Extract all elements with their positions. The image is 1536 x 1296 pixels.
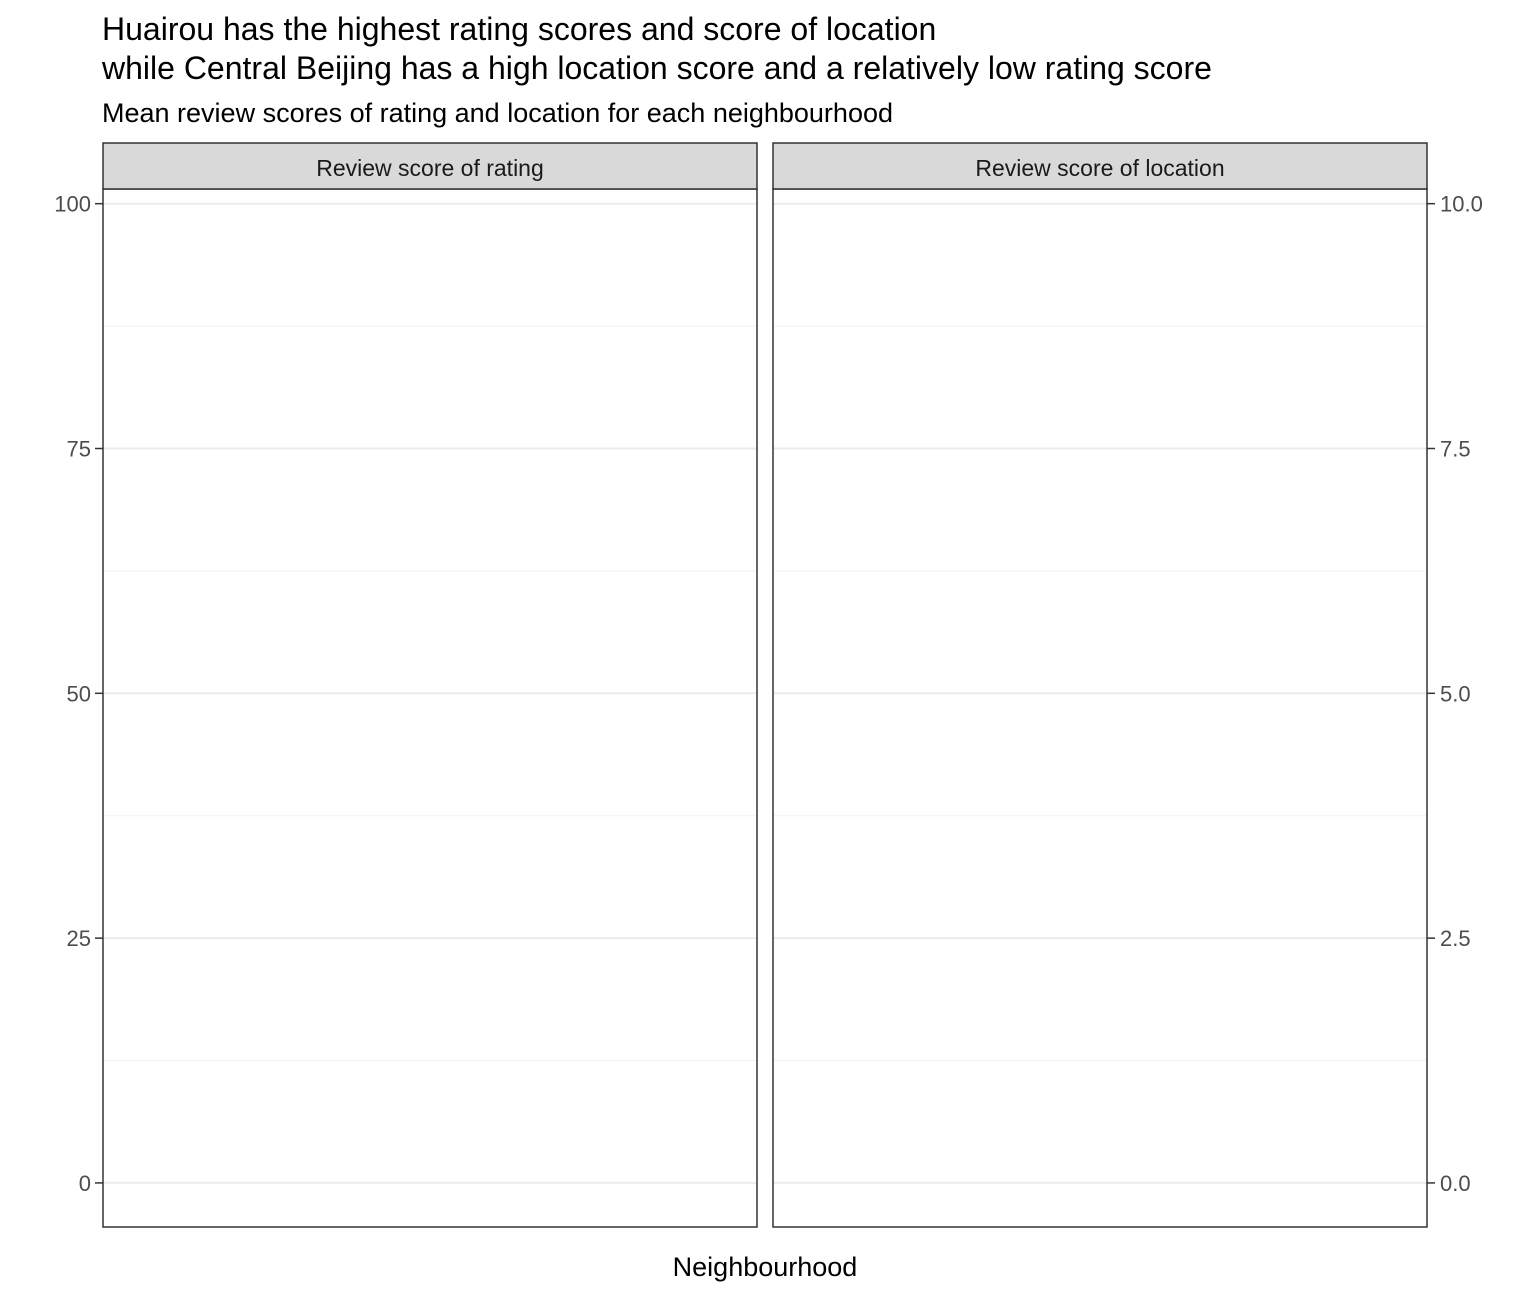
y-axis-tick-label: 25 xyxy=(67,926,91,951)
facet-strip xyxy=(102,142,758,190)
chart-title-line-1: Huairou has the highest rating scores an… xyxy=(102,11,937,47)
x-axis-label: Neighbourhood xyxy=(673,1252,858,1282)
y-axis-tick-label: 5.0 xyxy=(1440,681,1471,706)
y-axis-tick-label: 2.5 xyxy=(1440,926,1471,951)
panel-location: Review score of location 0.0 2.5 5.0 7.5 10.0 xyxy=(772,142,1483,1228)
facet-strip-label: Review score of location xyxy=(975,155,1224,181)
facet-strip xyxy=(772,142,1428,190)
y-axis-tick-label: 0.0 xyxy=(1440,1171,1471,1196)
panel-background xyxy=(103,189,757,1227)
chart-subtitle: Mean review scores of rating and locatio… xyxy=(102,98,893,128)
panel-rating: Review score of rating 0 25 50 75 100 xyxy=(54,142,758,1228)
y-axis-tick-label: 100 xyxy=(54,192,91,217)
y-axis-tick-label: 0 xyxy=(79,1171,91,1196)
facet-strip-label: Review score of rating xyxy=(316,155,544,181)
chart-title-line-2: while Central Beijing has a high locatio… xyxy=(102,50,1212,86)
y-axis-tick-label: 10.0 xyxy=(1440,192,1483,217)
panel-background xyxy=(773,189,1427,1227)
y-axis-tick-label: 75 xyxy=(67,437,91,462)
y-axis-tick-label: 50 xyxy=(67,681,91,706)
y-axis-tick-label: 7.5 xyxy=(1440,437,1471,462)
